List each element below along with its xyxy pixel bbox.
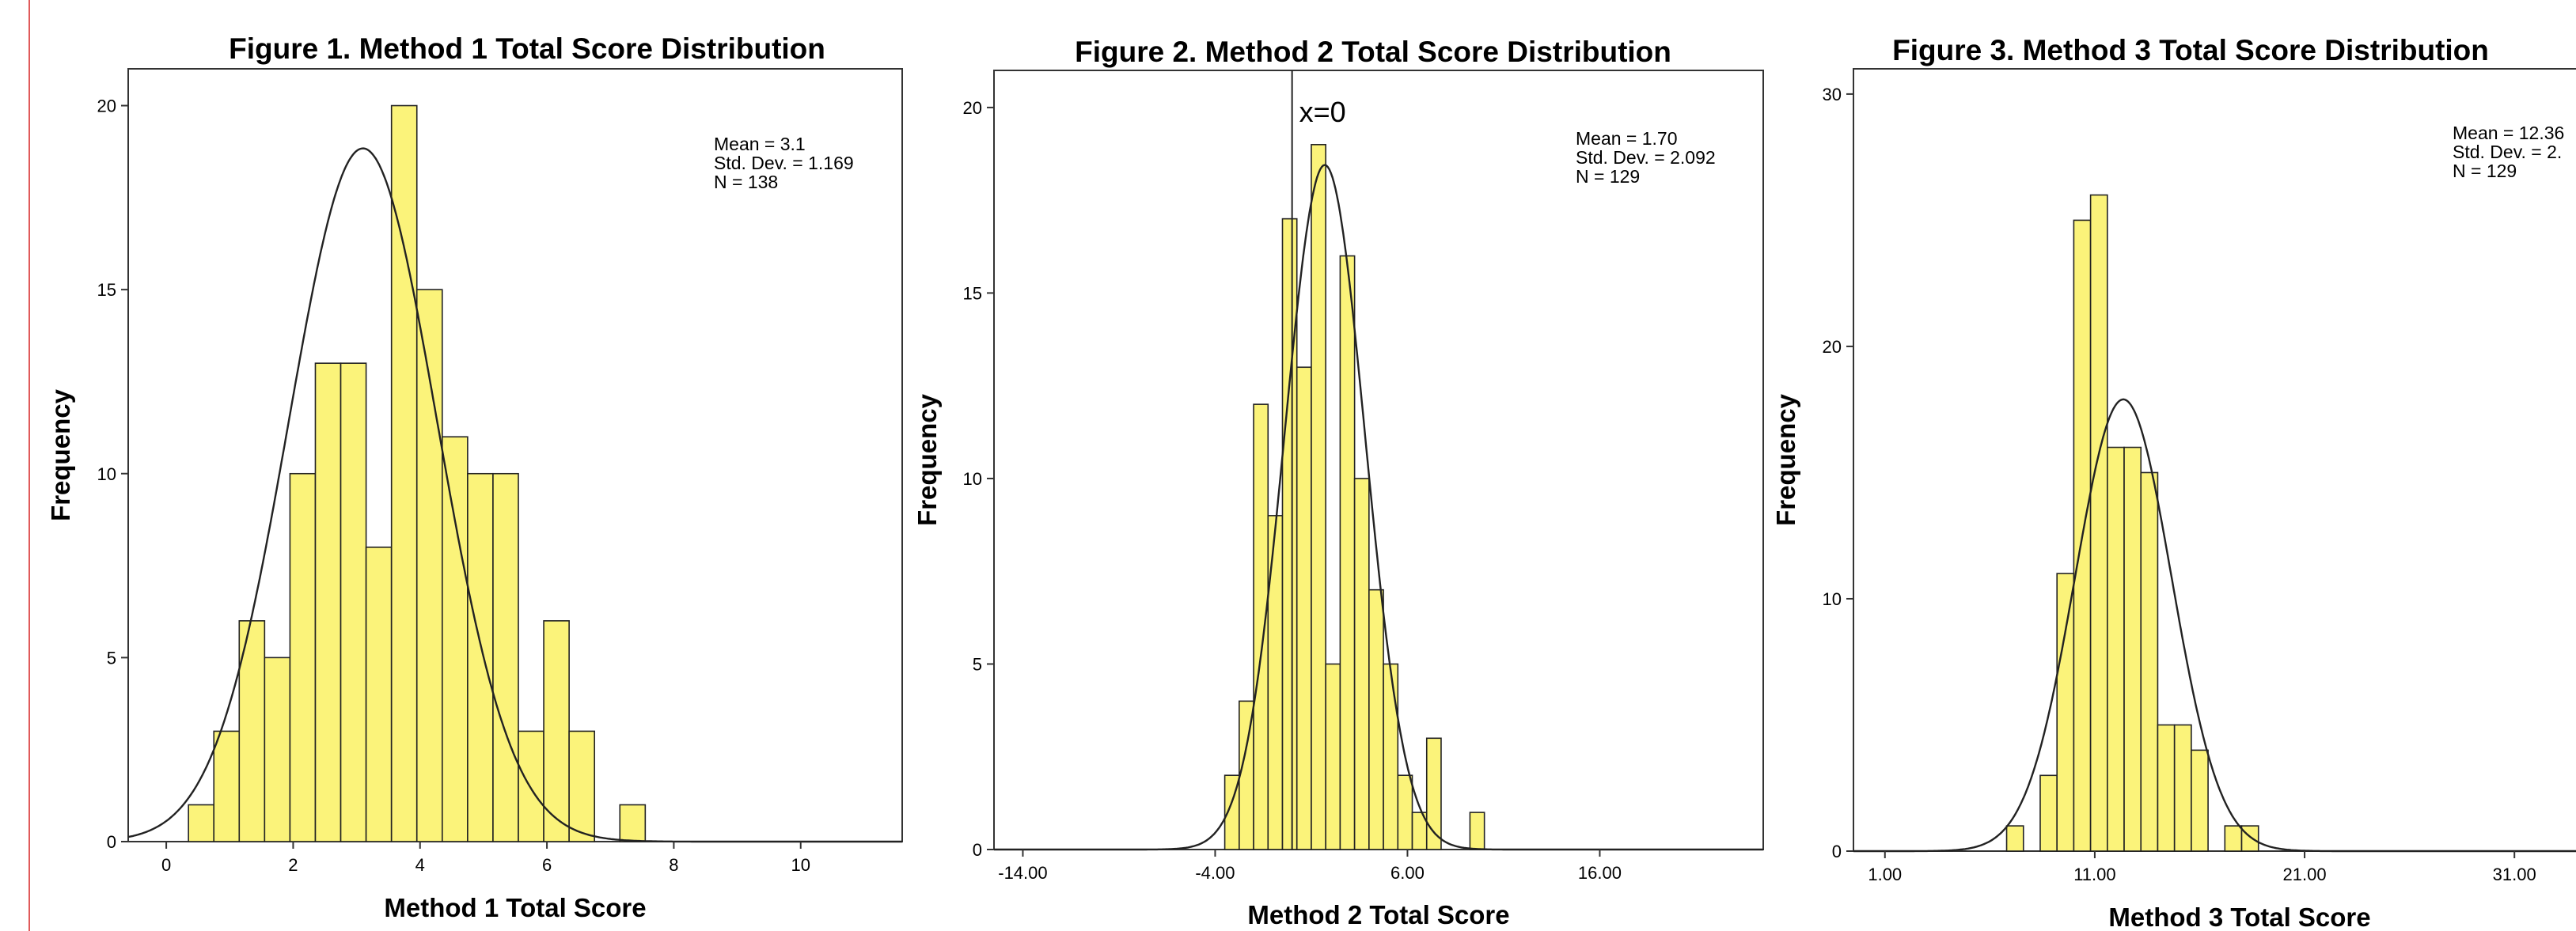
histogram-bar bbox=[213, 730, 241, 842]
histogram-bar bbox=[415, 289, 443, 842]
histogram-bar bbox=[2140, 471, 2159, 852]
histogram-bar bbox=[2191, 749, 2209, 852]
stats-line: Std. Dev. = 2.092 bbox=[1576, 147, 1716, 168]
normal-curve bbox=[1853, 398, 2576, 853]
y-axis-label: Frequency bbox=[1771, 393, 1800, 526]
y-tick-label: 5 bbox=[107, 648, 116, 668]
normal-curve bbox=[127, 147, 902, 843]
stats-line: N = 129 bbox=[1576, 166, 1640, 187]
histogram-bar bbox=[289, 472, 317, 842]
histogram-bar bbox=[543, 620, 570, 842]
y-axis-label: Frequency bbox=[46, 388, 75, 521]
stats-line: Mean = 1.70 bbox=[1576, 128, 1678, 149]
histogram-bar bbox=[1353, 478, 1370, 850]
histogram-bar bbox=[518, 730, 544, 842]
histogram-bar bbox=[492, 472, 519, 842]
y-axis-label: Frequency bbox=[912, 393, 942, 526]
x-tick-label: 31.00 bbox=[2493, 865, 2536, 884]
chart-method-3: 1.00 11.00 21.00 31.00 0 10 20 30 Figure 3. Meth… bbox=[1771, 34, 2576, 931]
histogram-bar bbox=[2039, 774, 2058, 852]
histogram-bar bbox=[619, 804, 647, 842]
histogram-bar bbox=[1469, 812, 1485, 850]
reference-line-label: x=0 bbox=[1299, 96, 1346, 128]
x-tick-label: 8 bbox=[669, 855, 678, 875]
x-axis-label: Method 1 Total Score bbox=[384, 893, 646, 922]
chart-method-2: x=0 -14.00 -4.00 6.00 16.00 0 5 10 15 20 Figure 2.… bbox=[912, 36, 1764, 929]
stats-line: Std. Dev. = 1.169 bbox=[714, 153, 854, 173]
stats-line: Std. Dev. = 2. bbox=[2453, 142, 2562, 162]
stats-line: N = 129 bbox=[2453, 161, 2517, 181]
chart-title: Figure 3. Method 3 Total Score Distribut… bbox=[1892, 34, 2489, 66]
histogram-bar bbox=[2056, 573, 2075, 852]
x-tick-label: 21.00 bbox=[2283, 865, 2327, 884]
y-tick-label: 15 bbox=[963, 283, 982, 303]
chart-title: Figure 1. Method 1 Total Score Distribut… bbox=[229, 32, 825, 65]
stats-line: Mean = 12.36 bbox=[2453, 123, 2564, 143]
y-tick-label: 10 bbox=[97, 464, 116, 484]
y-tick-label: 20 bbox=[1823, 337, 1842, 357]
x-tick-label: 6 bbox=[542, 855, 552, 875]
histogram-bar bbox=[467, 472, 494, 842]
normal-curve bbox=[994, 164, 1763, 851]
x-tick-label: -14.00 bbox=[998, 863, 1047, 883]
y-tick-label: 30 bbox=[1823, 85, 1842, 104]
histogram-bar bbox=[2089, 194, 2108, 852]
x-tick-label: 1.00 bbox=[1868, 865, 1902, 884]
histogram-bar bbox=[2240, 825, 2259, 852]
histogram-bar bbox=[2123, 446, 2142, 852]
histogram-bar bbox=[390, 104, 418, 842]
stats-line: Mean = 3.1 bbox=[714, 134, 806, 154]
y-tick-label: 20 bbox=[97, 97, 116, 116]
x-tick-label: 10 bbox=[791, 855, 810, 875]
histogram-bar bbox=[1311, 144, 1326, 850]
histogram-bar bbox=[264, 657, 291, 842]
x-axis-label: Method 3 Total Score bbox=[2108, 903, 2370, 931]
y-tick-label: 0 bbox=[973, 840, 982, 860]
x-axis-label: Method 2 Total Score bbox=[1247, 900, 1509, 929]
y-tick-label: 10 bbox=[963, 469, 982, 489]
histogram-bar bbox=[1296, 366, 1312, 850]
y-tick-label: 20 bbox=[963, 98, 982, 118]
y-tick-label: 0 bbox=[1832, 842, 1842, 861]
histogram-bar bbox=[314, 362, 342, 842]
histogram-bar bbox=[1325, 663, 1341, 850]
histogram-bar bbox=[1383, 663, 1399, 850]
histogram-bar bbox=[340, 362, 367, 842]
chart-title: Figure 2. Method 2 Total Score Distribut… bbox=[1075, 36, 1671, 68]
x-tick-label: 2 bbox=[288, 855, 298, 875]
histogram-bar bbox=[1253, 403, 1269, 850]
y-tick-label: 10 bbox=[1823, 589, 1842, 609]
histogram-bar bbox=[1368, 588, 1384, 850]
histogram-bar bbox=[2107, 446, 2125, 852]
y-tick-label: 5 bbox=[973, 654, 982, 674]
histogram-bar bbox=[2157, 724, 2176, 852]
histogram-bar bbox=[1281, 218, 1298, 850]
x-tick-label: 6.00 bbox=[1390, 863, 1425, 883]
histogram-bar bbox=[1267, 515, 1284, 850]
histogram-bar bbox=[1339, 255, 1356, 850]
histogram-bar bbox=[568, 730, 596, 842]
y-tick-label: 15 bbox=[97, 280, 116, 300]
histogram-bar bbox=[188, 804, 215, 842]
x-tick-label: 11.00 bbox=[2073, 865, 2115, 884]
histogram-bar bbox=[442, 436, 469, 842]
stats-line: N = 138 bbox=[714, 172, 778, 192]
x-tick-label: 16.00 bbox=[1578, 863, 1622, 883]
histogram-bar bbox=[1397, 774, 1413, 850]
x-tick-label: 0 bbox=[161, 855, 171, 875]
histogram-bar bbox=[365, 547, 393, 842]
x-tick-label: 4 bbox=[415, 855, 425, 875]
histogram-bar bbox=[2005, 825, 2024, 852]
histogram-bar bbox=[1425, 737, 1442, 850]
chart-method-1: 0 2 4 6 8 10 0 5 10 15 20 Figure 1. Method 1 Total … bbox=[46, 32, 903, 922]
plot-frame bbox=[1853, 68, 2576, 852]
y-tick-label: 0 bbox=[107, 832, 116, 852]
frame-edge-line bbox=[28, 0, 30, 931]
x-tick-label: -4.00 bbox=[1195, 863, 1235, 883]
histogram-bar bbox=[2173, 724, 2192, 852]
histogram-bar bbox=[2224, 825, 2243, 852]
